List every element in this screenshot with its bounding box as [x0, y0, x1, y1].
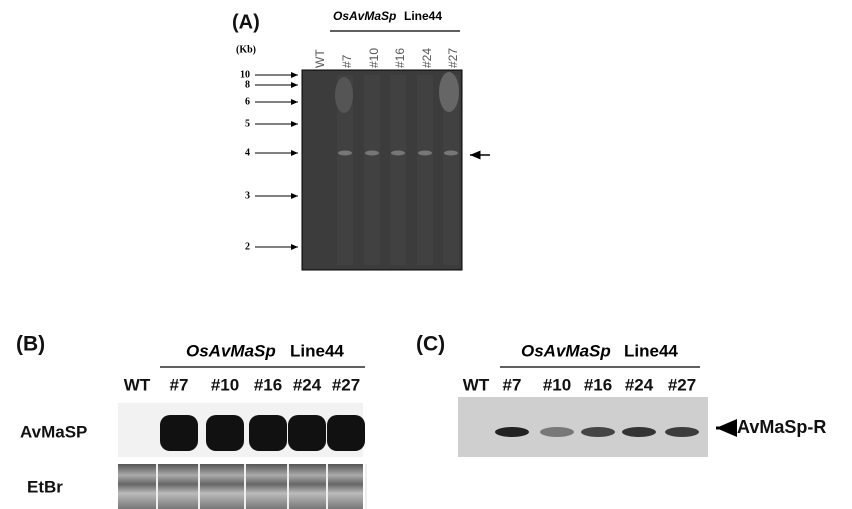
panel-label: (C) [416, 333, 445, 356]
blot-smear [335, 77, 353, 113]
lane-label: #7 [503, 375, 522, 394]
blot-band [418, 150, 432, 156]
line-name: Line44 [290, 341, 344, 360]
lane-label: #10 [543, 375, 571, 394]
lane-label: WT [313, 49, 327, 68]
lane-label: #7 [340, 54, 354, 68]
lane-label: #10 [367, 48, 381, 68]
lane-label: #16 [584, 375, 612, 394]
lane-label: #27 [332, 375, 360, 394]
marker-size: 2 [245, 241, 250, 252]
blot-band [540, 427, 574, 437]
marker-size: 4 [245, 147, 250, 158]
blot-band [249, 415, 287, 451]
lane-label: WT [463, 375, 490, 394]
blot-band [288, 415, 326, 451]
lane-label: #7 [170, 375, 189, 394]
lane-label: #24 [293, 375, 322, 394]
gene-name: OsAvMaSp [186, 341, 276, 360]
blot-band [495, 427, 529, 437]
panel-a: (A) OsAvMaSp Line44 (Kb) WT #7 #10 #16 #24 #2… [232, 9, 490, 271]
marker-size: 8 [245, 79, 250, 90]
blot-band [444, 150, 458, 156]
lane-label: #16 [254, 375, 282, 394]
lane-smear [364, 75, 380, 265]
row-label: EtBr [27, 477, 63, 496]
gene-name: OsAvMaSp [333, 9, 396, 23]
lane-label: #24 [420, 48, 434, 68]
blot-band [622, 427, 656, 437]
lane-label: #10 [211, 375, 239, 394]
size-unit: (Kb) [236, 44, 256, 55]
marker-size: 5 [245, 118, 250, 129]
blot-band [160, 415, 198, 451]
blot-band [206, 415, 244, 451]
gene-name: OsAvMaSp [521, 341, 611, 360]
blot-band [365, 150, 379, 156]
marker-size: 6 [245, 96, 250, 107]
lane-label: WT [124, 375, 151, 394]
lane-smear [390, 75, 406, 265]
blot-smear [439, 72, 459, 112]
blot-band [327, 415, 365, 451]
blot-band [665, 427, 699, 437]
line-name: Line44 [624, 341, 678, 360]
lane-smear [337, 75, 353, 265]
southern-blot [301, 69, 463, 271]
line-name: Line44 [404, 9, 442, 23]
band-label: AvMaSp-R [737, 417, 826, 437]
panel-label: (B) [16, 333, 45, 356]
blot-band [581, 427, 615, 437]
lane-label: #27 [668, 375, 696, 394]
lane-label: #27 [446, 48, 460, 68]
row-label: AvMaSP [20, 422, 87, 441]
blot-band [338, 150, 352, 156]
lane-label: #16 [393, 48, 407, 68]
lane-smear [417, 75, 433, 265]
blot-band [391, 150, 405, 156]
marker-size: 3 [245, 190, 250, 201]
panel-b: (B) OsAvMaSp Line44 AvMaSP EtBr WT #7 #10 #… [16, 333, 367, 509]
western-blot [458, 397, 708, 457]
etbr-gel [118, 464, 363, 509]
marker-size: 10 [240, 69, 250, 80]
lane-label: #24 [625, 375, 654, 394]
panel-label: (A) [232, 11, 260, 33]
lane-smear [443, 75, 459, 265]
panel-c: (C) OsAvMaSp Line44 AvMaSp-R WT #7 #10 #16 #… [416, 333, 826, 457]
